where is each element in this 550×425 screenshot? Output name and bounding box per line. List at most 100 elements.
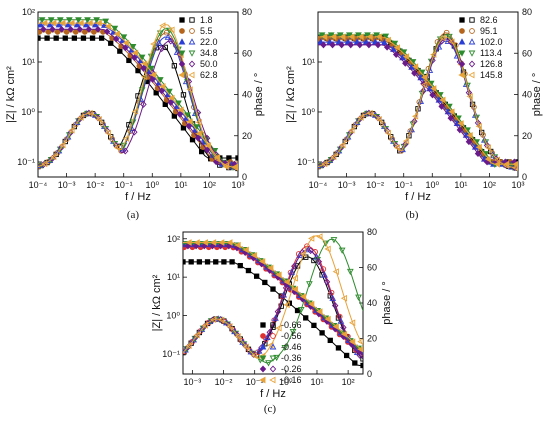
- modulus-point: [131, 49, 139, 57]
- phase-point: [248, 350, 256, 357]
- phase-point: [131, 128, 138, 136]
- modulus-point: [166, 88, 173, 95]
- modulus-point: [186, 118, 193, 126]
- modulus-point: [320, 41, 327, 49]
- phase-point: [198, 325, 206, 332]
- modulus-point: [447, 114, 454, 122]
- y-axis-label: |Z| / kΩ cm²: [151, 274, 163, 331]
- phase-point: [348, 126, 355, 134]
- phase-point: [502, 162, 510, 169]
- phase-point: [273, 354, 281, 362]
- modulus-point: [429, 91, 436, 99]
- modulus-point: [68, 19, 75, 27]
- modulus-point: [203, 146, 211, 154]
- modulus-point: [364, 32, 371, 39]
- phase-point: [511, 164, 518, 172]
- y2-tick-label: 0: [522, 172, 527, 182]
- x-tick-label: 10⁻³: [58, 180, 76, 190]
- phase-point: [329, 294, 337, 301]
- y2-axis-label: phase / °: [253, 73, 265, 117]
- phase-point: [421, 81, 428, 88]
- legend: -0.66-0.56-0.46-0.36-0.26-0.16: [259, 320, 302, 385]
- modulus-point: [475, 143, 482, 151]
- phase-point: [321, 271, 328, 278]
- x-tick-label: 10⁻²: [215, 377, 233, 387]
- modulus-point: [140, 64, 147, 72]
- modulus-point: [86, 19, 93, 27]
- x-tick-label: 10³: [231, 180, 244, 190]
- phase-point: [201, 322, 208, 329]
- phase-point: [218, 316, 225, 324]
- modulus-point: [209, 239, 217, 246]
- modulus-point: [357, 346, 363, 353]
- legend-marker-filled: [259, 355, 267, 362]
- modulus-point: [112, 35, 120, 43]
- legend-marker-open: [469, 28, 475, 34]
- modulus-point: [218, 239, 225, 246]
- phase-point: [411, 112, 419, 120]
- modulus-point: [93, 17, 100, 24]
- modulus-point: [81, 29, 88, 35]
- legend-marker-open: [269, 365, 277, 373]
- modulus-point: [390, 45, 397, 52]
- modulus-point: [275, 271, 282, 279]
- phase-point: [291, 274, 298, 282]
- phase-point: [38, 163, 41, 170]
- legend-marker-filled: [259, 365, 267, 373]
- y-tick-label: 10⁻¹: [297, 157, 315, 167]
- modulus-point: [466, 131, 473, 139]
- legend-marker-filled: [458, 71, 465, 79]
- phase-point: [242, 343, 249, 351]
- phase-point: [357, 338, 363, 345]
- modulus-point: [84, 17, 91, 24]
- phase-point: [213, 155, 220, 163]
- phase-point: [382, 126, 390, 133]
- modulus-point: [153, 90, 159, 96]
- y-tick-label: 10⁻¹: [162, 349, 180, 359]
- legend-label: -0.16: [281, 375, 302, 385]
- phase-point: [384, 129, 391, 137]
- modulus-point: [167, 99, 174, 107]
- modulus-point: [66, 17, 73, 24]
- legend-marker-open: [269, 343, 277, 350]
- legend-label: 145.8: [480, 70, 503, 80]
- x-tick-label: 10²: [483, 180, 496, 190]
- modulus-point: [71, 35, 78, 41]
- modulus-point: [362, 38, 370, 45]
- phase-point: [46, 156, 54, 164]
- series-62.8: [38, 19, 238, 171]
- modulus-point: [95, 19, 102, 27]
- modulus-point: [457, 120, 464, 127]
- modulus-point: [319, 330, 325, 336]
- x-tick-label: 10⁰: [145, 180, 159, 190]
- y-tick-label: 10²: [167, 234, 180, 244]
- x-tick-label: 10¹: [174, 180, 187, 190]
- modulus-point: [50, 19, 57, 27]
- caption-a: (a): [127, 209, 140, 221]
- phase-point: [511, 164, 518, 172]
- modulus-point: [332, 323, 339, 330]
- modulus-point: [360, 362, 363, 369]
- phase-point: [240, 341, 248, 348]
- phase-point: [321, 160, 328, 168]
- modulus-point: [135, 67, 141, 74]
- modulus-point: [158, 87, 165, 95]
- panel-a: 10⁻⁴ 10⁻³ 10⁻² 10⁻¹ 10⁰ 10¹ 10² 10³ 10⁻¹ 10⁰ 10¹ 10…: [5, 7, 265, 203]
- phase-point: [272, 314, 279, 321]
- modulus-point: [185, 122, 193, 130]
- modulus-point: [321, 33, 328, 41]
- legend-label: 126.8: [480, 59, 503, 69]
- modulus-point: [184, 112, 191, 119]
- modulus-point: [393, 44, 400, 51]
- modulus-point: [347, 41, 354, 49]
- modulus-point: [283, 278, 290, 286]
- legend-label: -0.56: [281, 331, 302, 341]
- modulus-point: [371, 38, 379, 45]
- legend-label: 22.0: [200, 37, 218, 47]
- phase-point: [102, 126, 110, 133]
- modulus-point: [352, 360, 358, 366]
- modulus-point: [383, 43, 391, 51]
- y2-axis-label: phase / °: [381, 281, 393, 325]
- modulus-point: [113, 30, 120, 38]
